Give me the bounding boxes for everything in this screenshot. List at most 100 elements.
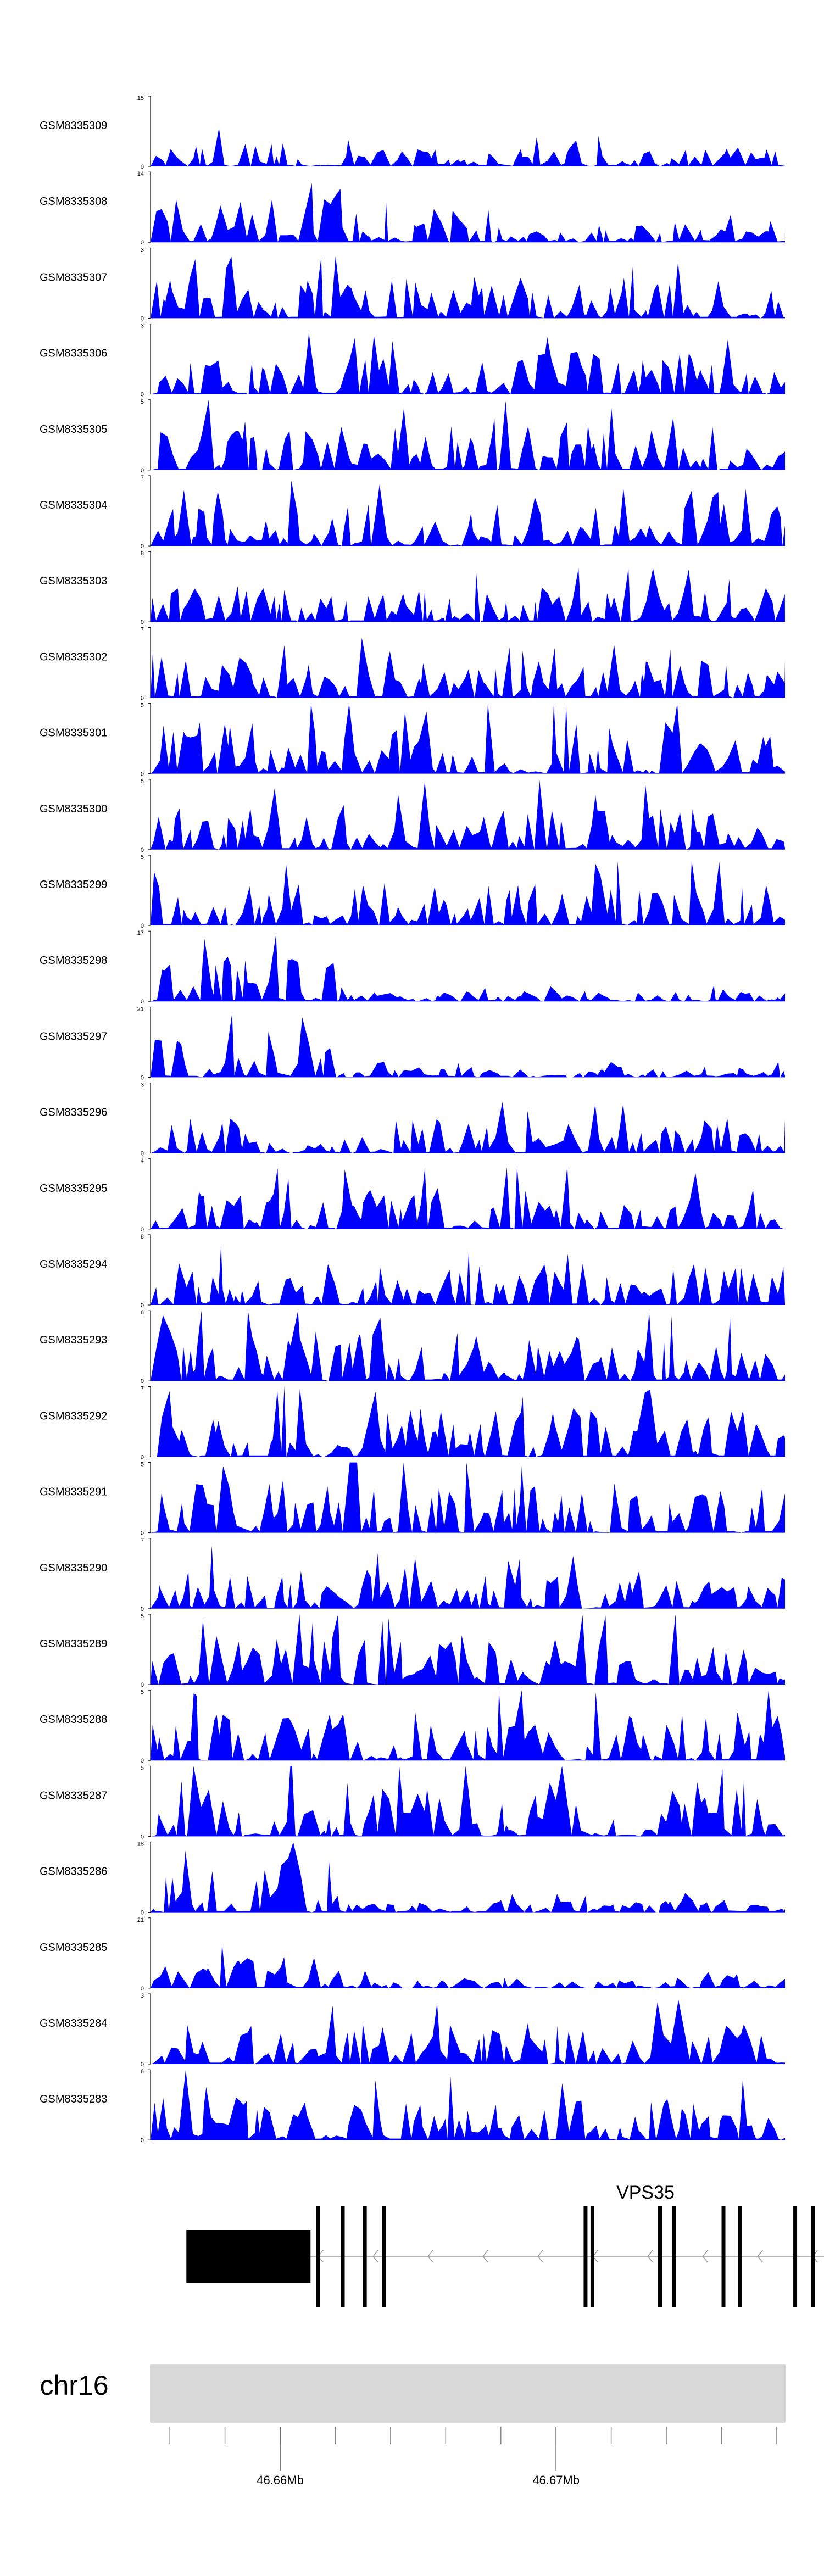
strand-arrow-icon — [647, 2250, 653, 2263]
exon-block — [590, 2206, 594, 2307]
y-max-tick-label: 8 — [141, 550, 144, 557]
y-min-tick-label: 0 — [141, 1833, 144, 1840]
coverage-track-GSM8335297: GSM8335297 21 0 — [40, 1006, 785, 1081]
y-max-tick-label: 21 — [137, 1917, 144, 1923]
y-min-tick-label: 0 — [141, 1682, 144, 1688]
track-sample-label: GSM8335302 — [40, 651, 107, 663]
coverage-area — [151, 1462, 785, 1533]
track-sample-label: GSM8335285 — [40, 1942, 107, 1954]
exon-block — [363, 2206, 367, 2307]
track-sample-label: GSM8335298 — [40, 955, 107, 967]
y-max-tick-label: 5 — [141, 1462, 144, 1468]
track-sample-label: GSM8335299 — [40, 879, 107, 891]
track-sample-label: GSM8335297 — [40, 1030, 107, 1042]
coverage-track-GSM8335305: GSM8335305 5 0 — [40, 399, 785, 474]
coverage-track-GSM8335289: GSM8335289 5 0 — [40, 1613, 785, 1688]
coverage-track-GSM8335285: GSM8335285 21 0 — [40, 1917, 785, 1992]
coverage-area — [151, 861, 785, 925]
y-max-tick-label: 4 — [141, 1158, 144, 1164]
track-sample-label: GSM8335284 — [40, 2017, 107, 2029]
y-min-tick-label: 0 — [141, 695, 144, 701]
coverage-area — [151, 1842, 785, 1913]
strand-arrow-icon — [537, 2250, 543, 2263]
coverage-track-GSM8335293: GSM8335293 6 0 — [40, 1309, 785, 1385]
coverage-area — [151, 333, 785, 394]
y-max-tick-label: 5 — [141, 1765, 144, 1771]
y-max-tick-label: 5 — [141, 399, 144, 405]
y-max-tick-label: 7 — [141, 1537, 144, 1544]
track-sample-label: GSM8335289 — [40, 1638, 107, 1650]
y-min-tick-label: 0 — [141, 1758, 144, 1764]
coverage-area — [151, 399, 785, 470]
chromosome-label: chr16 — [40, 2370, 108, 2401]
exon-block — [186, 2230, 311, 2283]
exon-block — [811, 2206, 815, 2307]
track-sample-label: GSM8335296 — [40, 1107, 107, 1119]
track-sample-label: GSM8335303 — [40, 575, 107, 587]
coverage-track-GSM8335306: GSM8335306 3 0 — [40, 323, 785, 398]
y-max-tick-label: 5 — [141, 1613, 144, 1620]
track-sample-label: GSM8335291 — [40, 1486, 107, 1498]
coverage-area — [151, 1245, 785, 1305]
y-max-tick-label: 3 — [141, 1082, 144, 1089]
y-max-tick-label: 8 — [141, 1234, 144, 1240]
coverage-area — [151, 1944, 785, 1988]
track-sample-label: GSM8335283 — [40, 2093, 107, 2105]
strand-arrow-icon — [427, 2250, 433, 2263]
y-min-tick-label: 0 — [141, 771, 144, 778]
coverage-track-GSM8335283: GSM8335283 6 0 — [40, 2068, 785, 2144]
y-min-tick-label: 0 — [141, 164, 144, 170]
y-max-tick-label: 14 — [137, 171, 144, 177]
y-min-tick-label: 0 — [141, 923, 144, 929]
y-min-tick-label: 0 — [141, 1454, 144, 1460]
y-min-tick-label: 0 — [141, 543, 144, 550]
track-sample-label: GSM8335295 — [40, 1183, 107, 1195]
coverage-area — [151, 1690, 785, 1761]
coverage-track-GSM8335291: GSM8335291 5 0 — [40, 1462, 785, 1537]
track-sample-label: GSM8335301 — [40, 727, 107, 739]
axis-tick-label: 46.66Mb — [257, 2473, 304, 2487]
y-max-tick-label: 17 — [137, 930, 144, 936]
y-max-tick-label: 3 — [141, 323, 144, 330]
track-sample-label: GSM8335306 — [40, 348, 107, 360]
coverage-track-GSM8335296: GSM8335296 3 0 — [40, 1082, 785, 1157]
coverage-area — [151, 568, 785, 622]
y-max-tick-label: 6 — [141, 2068, 144, 2075]
exon-block — [738, 2206, 742, 2307]
exon-block — [583, 2206, 588, 2307]
y-max-tick-label: 5 — [141, 702, 144, 709]
coverage-track-GSM8335298: GSM8335298 17 0 — [40, 930, 785, 1005]
gene-name-label: VPS35 — [616, 2182, 675, 2203]
y-min-tick-label: 0 — [141, 467, 144, 474]
coverage-area — [151, 1999, 785, 2064]
track-sample-label: GSM8335305 — [40, 423, 107, 436]
track-sample-label: GSM8335286 — [40, 1866, 107, 1878]
y-min-tick-label: 0 — [141, 847, 144, 854]
y-min-tick-label: 0 — [141, 1226, 144, 1233]
coverage-area — [151, 1766, 785, 1837]
y-min-tick-label: 0 — [141, 1606, 144, 1613]
coverage-track-GSM8335300: GSM8335300 5 0 — [40, 778, 785, 854]
y-min-tick-label: 0 — [141, 315, 144, 322]
coverage-track-GSM8335304: GSM8335304 7 0 — [40, 475, 785, 550]
exon-block — [341, 2206, 345, 2307]
coverage-area — [151, 1013, 785, 1078]
y-max-tick-label: 7 — [141, 475, 144, 481]
exon-block — [658, 2206, 662, 2307]
y-min-tick-label: 0 — [141, 392, 144, 398]
coverage-track-GSM8335299: GSM8335299 5 0 — [40, 854, 785, 929]
exon-block — [672, 2206, 676, 2307]
track-sample-label: GSM8335309 — [40, 120, 107, 132]
coverage-track-GSM8335288: GSM8335288 5 0 — [40, 1689, 785, 1764]
strand-arrow-icon — [482, 2250, 488, 2263]
chromosome-band — [150, 2364, 786, 2423]
y-max-tick-label: 7 — [141, 626, 144, 633]
y-min-tick-label: 0 — [141, 1378, 144, 1385]
track-sample-label: GSM8335293 — [40, 1334, 107, 1346]
exon-block — [382, 2206, 386, 2307]
coverage-area — [151, 1102, 785, 1153]
track-sample-label: GSM8335288 — [40, 1714, 107, 1726]
coverage-area — [151, 1386, 785, 1457]
y-max-tick-label: 3 — [141, 247, 144, 253]
